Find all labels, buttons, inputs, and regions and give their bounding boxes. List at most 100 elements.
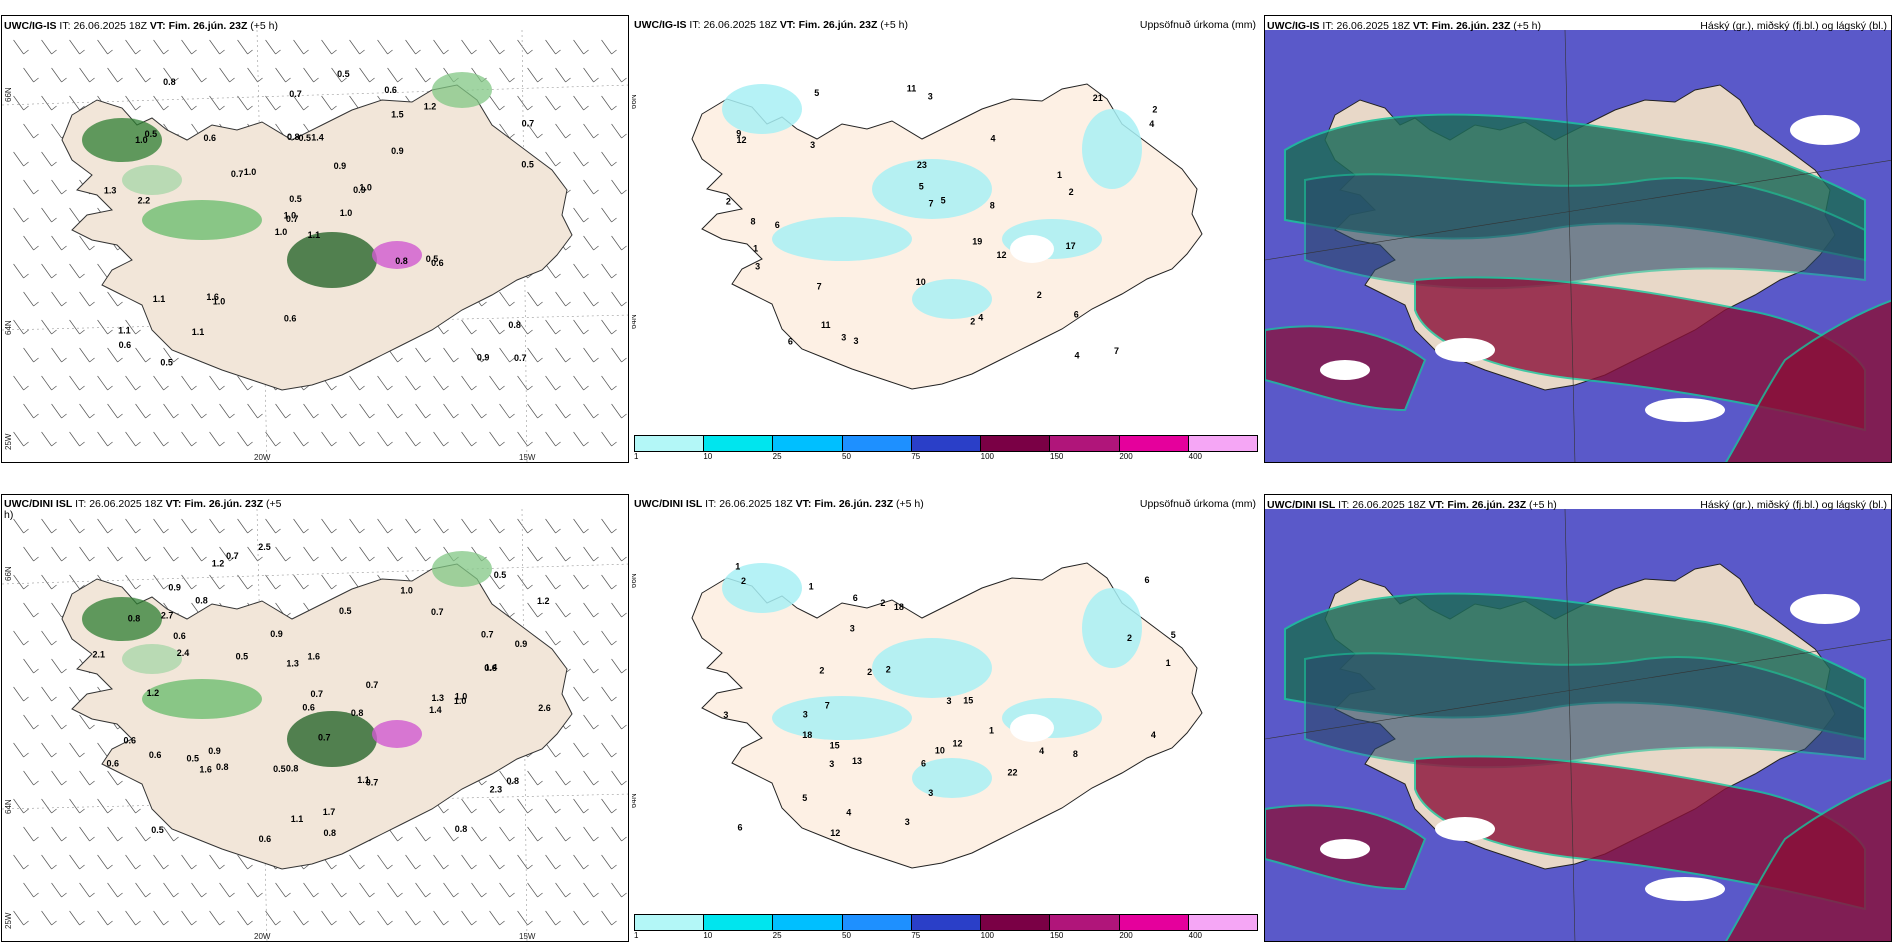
colorbar-tick: 200	[1119, 452, 1133, 461]
value-label: 18	[802, 730, 812, 740]
value-label: 1.6	[308, 651, 321, 661]
value-label: 1.3	[104, 186, 117, 196]
value-label: 2.4	[177, 648, 190, 658]
value-label: 2	[726, 197, 731, 207]
precip-area	[912, 758, 992, 798]
colorbar-swatch	[842, 915, 912, 930]
colorbar-tick: 400	[1188, 931, 1203, 940]
panel-igis-cloud: UWC/IG-IS IT: 26.06.2025 18Z VT: Fim. 26…	[1264, 15, 1892, 463]
precip-area	[772, 217, 912, 261]
value-label: 2	[819, 666, 824, 676]
clear-sky-area	[1645, 398, 1725, 422]
lon-label: 15W	[519, 453, 536, 462]
value-label: 0.6	[431, 258, 444, 268]
gust-area	[432, 551, 492, 587]
precip-area	[722, 563, 802, 613]
value-label: 1.2	[424, 102, 437, 112]
value-label: 2	[1127, 633, 1132, 643]
value-label: 3	[928, 788, 933, 798]
clear-sky-area	[1320, 360, 1370, 380]
value-label: 23	[917, 160, 927, 170]
value-label: 1.6	[199, 764, 212, 774]
value-label: 0.5	[426, 254, 439, 264]
value-label: 3	[723, 710, 728, 720]
value-label: 0.5	[236, 652, 249, 662]
colorbar-swatches	[634, 435, 1258, 452]
value-label: 17	[1066, 241, 1076, 251]
value-label: 2.7	[161, 611, 174, 621]
value-label: 0.6	[107, 759, 120, 769]
value-label: 0.8	[324, 828, 337, 838]
panel-igis-precip: UWC/IG-IS IT: 26.06.2025 18Z VT: Fim. 26…	[632, 15, 1260, 463]
colorbar-swatch	[1188, 915, 1257, 930]
lat-label: 66N	[4, 566, 13, 581]
colorbar-tick: 50	[842, 931, 851, 940]
value-label: 6	[775, 220, 780, 230]
value-label: 0.6	[149, 750, 162, 760]
graticule	[1564, 509, 1576, 941]
value-label: 1.4	[429, 705, 442, 715]
value-label: 15	[963, 695, 973, 705]
clear-sky-area	[1645, 877, 1725, 901]
value-label: 2	[1069, 187, 1074, 197]
graticule	[1564, 30, 1576, 462]
panel-title: Uppsöfnuð úrkoma (mm)	[1139, 19, 1256, 31]
value-label: 0.9	[270, 629, 283, 639]
graticule	[1265, 160, 1891, 261]
precip-area	[912, 279, 992, 319]
value-label: 1.0	[455, 691, 468, 701]
value-label: 2.1	[93, 650, 106, 660]
colorbar-swatch	[704, 915, 774, 930]
value-label: 1.0	[135, 135, 148, 145]
colorbar-swatch	[1119, 915, 1189, 930]
value-label: 0.7	[481, 629, 494, 639]
value-label: 0.5	[151, 825, 164, 835]
value-label: 2	[1152, 104, 1157, 114]
value-label: 1.1	[357, 775, 370, 785]
value-label: 0.9	[477, 353, 490, 363]
value-label: 5	[941, 196, 946, 206]
value-label: 0.5	[521, 160, 534, 170]
value-label: 3	[810, 140, 815, 150]
value-label: 1.4	[485, 662, 498, 672]
value-label: 0.8	[507, 776, 520, 786]
wind-gust-map: 1.1 1.0 0.7 1.1 0.9 1.0 0.6 1.4 1.5 1.0 0.8 0.7 2.2 0…	[2, 30, 628, 462]
value-label: 6	[1145, 575, 1150, 585]
panel-header: UWC/IG-IS IT: 26.06.2025 18Z VT: Fim. 26…	[4, 20, 279, 32]
value-label: 1	[1166, 658, 1171, 668]
value-label: 12	[830, 828, 840, 838]
colorbar-tick: 75	[911, 452, 921, 461]
value-label: 4	[1151, 730, 1156, 740]
lat-label: 66N	[632, 573, 638, 588]
value-label: 0.7	[366, 680, 379, 690]
cloud-layer	[1725, 299, 1891, 462]
cloud-layer	[1725, 778, 1891, 941]
value-label: 0.7	[311, 689, 324, 699]
value-label: 3	[803, 710, 808, 720]
colorbar-tick: 100	[980, 452, 995, 461]
value-label: 5	[919, 181, 924, 191]
precip-area	[772, 696, 912, 740]
value-label: 6	[921, 758, 926, 768]
value-label: 9	[736, 129, 741, 139]
value-label: 2	[741, 576, 746, 586]
value-label: 12	[997, 250, 1007, 260]
value-label: 3	[854, 336, 859, 346]
value-label: 1	[753, 244, 758, 254]
colorbar-swatch	[704, 436, 774, 451]
value-label: 0.6	[302, 703, 315, 713]
value-label: 1.4	[311, 133, 324, 143]
value-label: 10	[916, 277, 926, 287]
value-label: 2	[880, 598, 885, 608]
value-label: 0.8	[286, 764, 299, 774]
value-label: 1.0	[454, 696, 467, 706]
colorbar-swatch	[773, 436, 843, 451]
value-label: 0.6	[124, 736, 137, 746]
colorbar-swatch	[842, 436, 912, 451]
value-label: 0.8	[455, 824, 468, 834]
gust-area	[82, 597, 162, 641]
value-label: 19	[972, 237, 982, 247]
clear-sky-area	[1435, 338, 1495, 362]
value-label: 0.6	[384, 85, 397, 95]
lon-label: 20W	[254, 932, 271, 941]
